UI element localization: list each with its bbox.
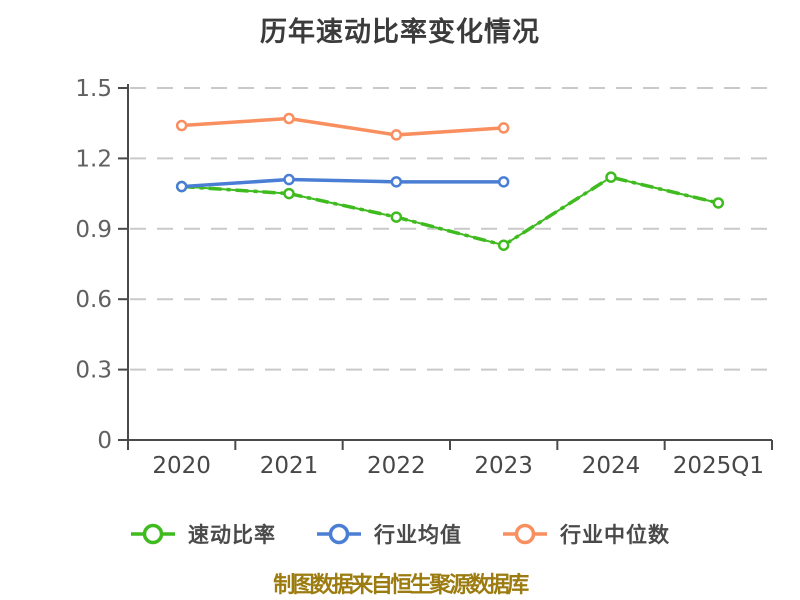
legend-label: 行业中位数	[560, 523, 670, 547]
legend-marker-icon	[503, 523, 547, 545]
data-point-marker	[497, 122, 510, 134]
data-point-marker	[390, 211, 403, 223]
y-tick-label: 1.5	[75, 76, 112, 102]
legend-item-1: 行业均值	[316, 519, 462, 549]
series-line-1	[181, 177, 504, 189]
data-point-marker	[497, 239, 510, 251]
y-tick-label: 0.6	[75, 287, 112, 313]
y-tick-label: 0.3	[75, 358, 112, 384]
series-line-2	[181, 116, 504, 137]
data-point-marker	[390, 129, 403, 141]
data-point-marker	[283, 173, 295, 186]
legend-label: 速动比率	[188, 523, 276, 547]
series-line-0	[181, 175, 719, 248]
x-tick-label: 2024	[582, 453, 641, 479]
data-point-marker	[175, 119, 188, 132]
x-tick-label: 2022	[367, 453, 426, 479]
data-point-marker	[712, 197, 725, 209]
data-point-marker	[497, 176, 510, 188]
legend-item-0: 速动比率	[130, 519, 276, 549]
data-source-note: 制图数据来自恒生聚源数据库	[273, 573, 529, 598]
chart-title: 历年速动比率变化情况	[260, 17, 540, 48]
data-point-marker	[283, 112, 295, 125]
legend-label: 行业均值	[374, 523, 462, 547]
legend-marker-icon	[131, 523, 175, 545]
x-tick-label: 2021	[260, 453, 319, 479]
x-tick-label: 2025Q1	[673, 453, 764, 479]
data-point-marker	[283, 187, 295, 200]
chart-legend: 速动比率 行业均值 行业中位数	[0, 514, 800, 554]
series-line-under-0	[181, 176, 719, 247]
x-tick-label: 2020	[152, 453, 211, 479]
y-tick-label: 0	[97, 428, 112, 454]
y-tick-label: 1.2	[75, 146, 112, 172]
x-tick-label: 2023	[474, 453, 533, 479]
line-chart-canvas: 0 0.3 0.6 0.9 1.2 1.5 2020 2021 2022 2023 2024 2025…	[75, 76, 773, 479]
y-tick-label: 0.9	[75, 217, 112, 243]
legend-item-2: 行业中位数	[502, 519, 670, 549]
data-point-marker	[605, 171, 617, 183]
legend-marker-icon	[317, 523, 361, 545]
data-point-marker	[175, 180, 188, 193]
data-point-marker	[390, 176, 403, 188]
